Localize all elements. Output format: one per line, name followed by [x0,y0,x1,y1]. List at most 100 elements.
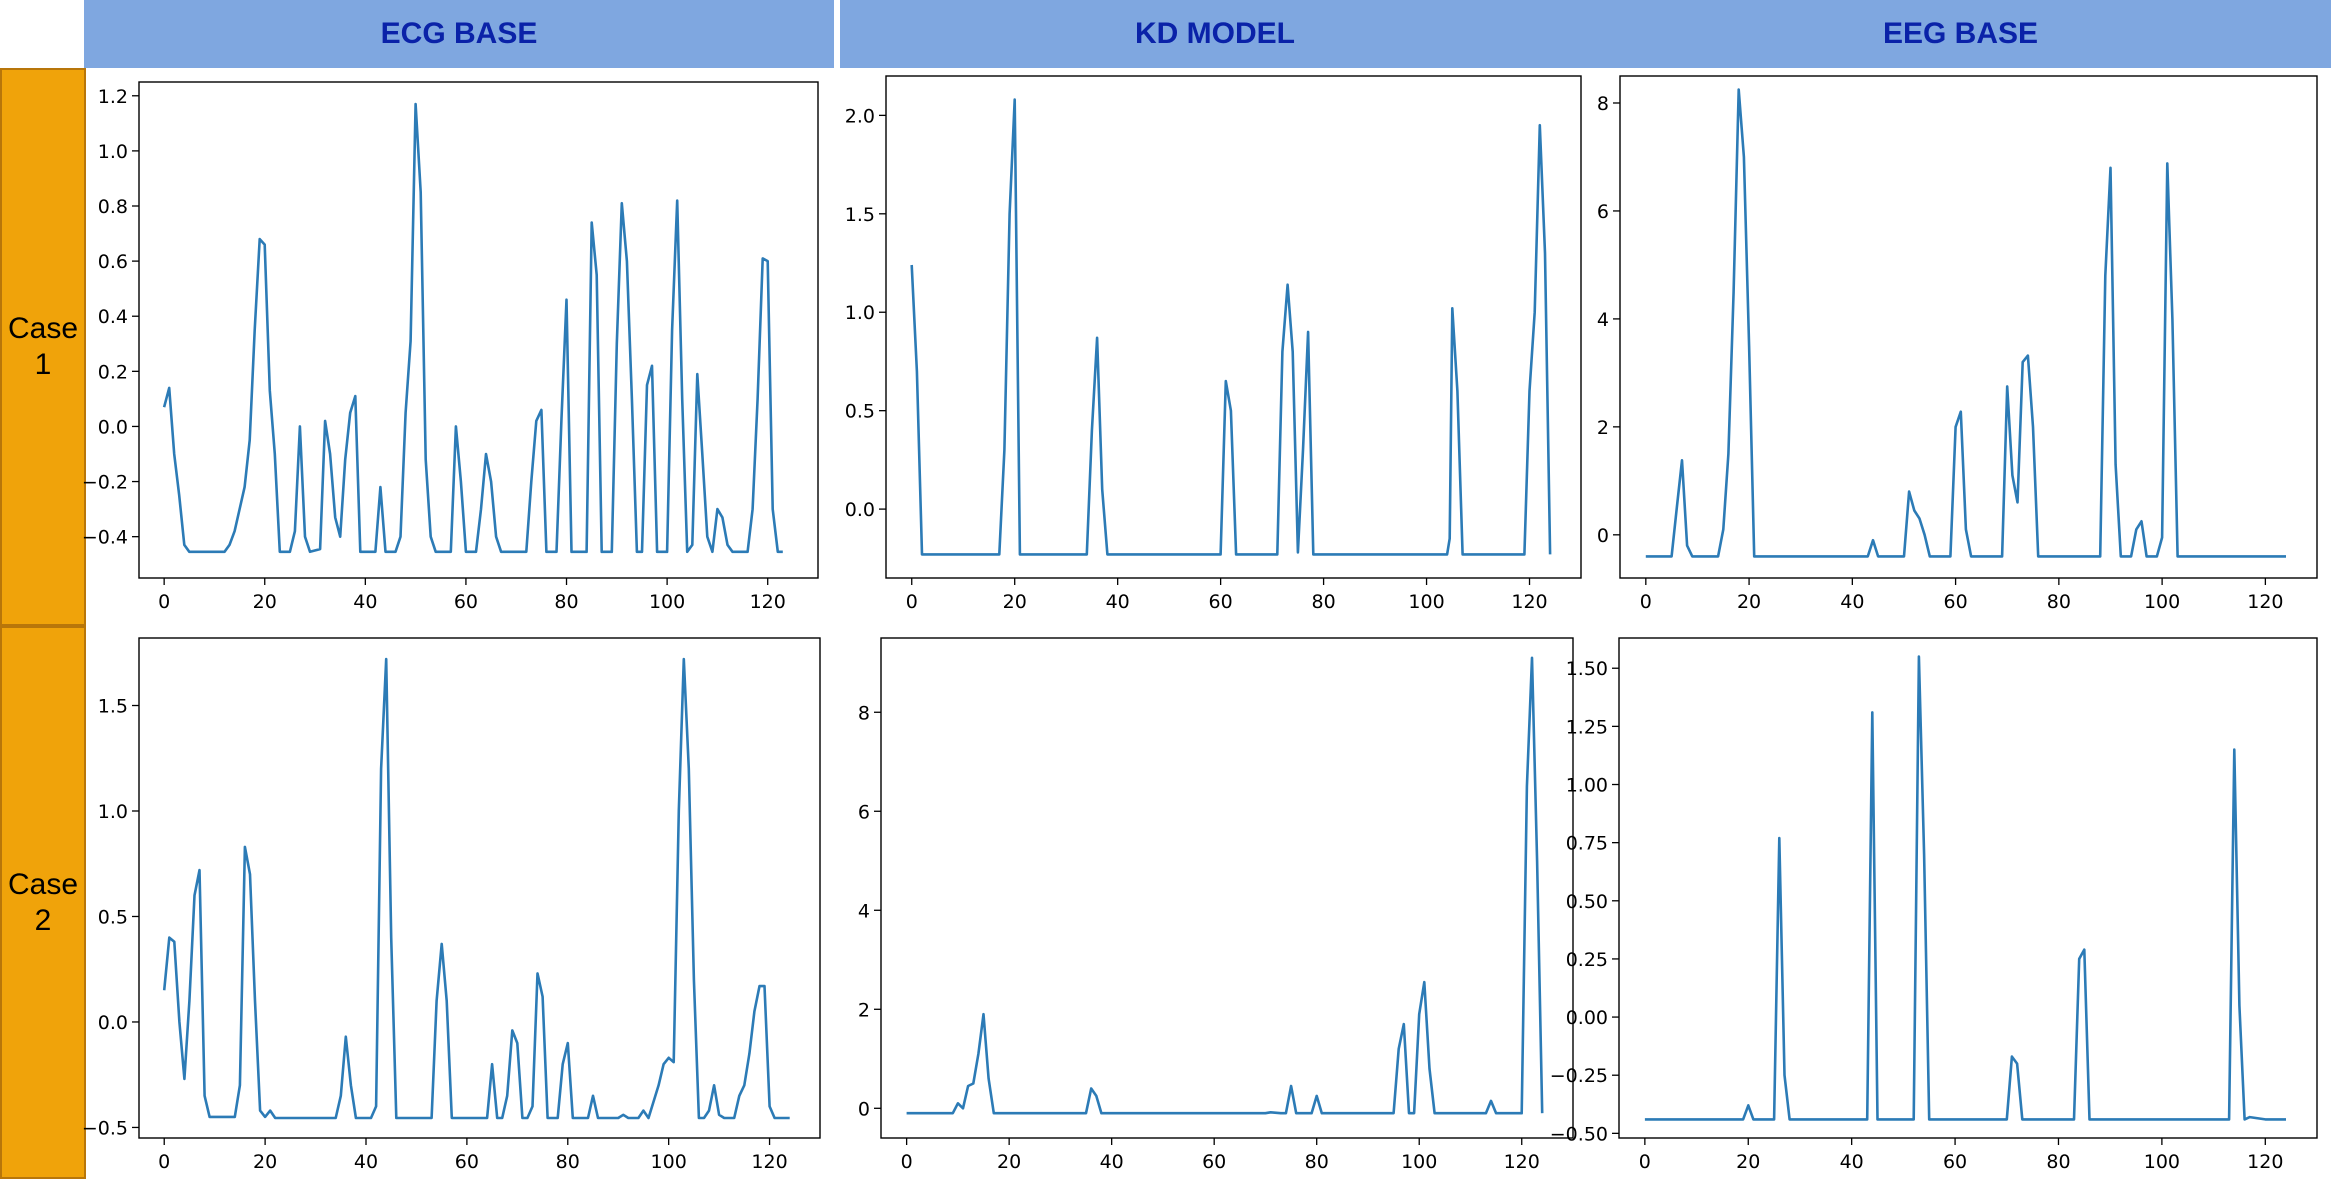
x-tick-label: 20 [253,1151,277,1173]
x-tick-label: 120 [751,1151,787,1173]
y-tick-label: 1.25 [1566,716,1608,738]
x-tick-label: 80 [1311,591,1335,613]
row-header-case-2-label: Case 2 [7,867,79,937]
chart-case1-eeg-base: 0 20 40 60 80 100 120 0 2 4 6 8 [1597,75,2318,613]
x-tick-label: 60 [1209,591,1233,613]
y-tick-label: 4 [1597,309,1609,331]
x-tick-label: 60 [1943,1151,1967,1173]
chart-case2-eeg-base: 0 20 40 60 80 100 120 −0.50 −0.25 0.00 0.25 0.50 0.7… [1550,637,2318,1173]
y-tick-label: 1.2 [98,86,128,108]
x-tick-label: 100 [2144,591,2180,613]
plot-frame [1619,75,2318,579]
y-tick-label: 2 [858,999,870,1021]
series-line-0 [1645,88,2286,558]
y-tick-label: 1.5 [98,696,128,718]
x-tick-label: 20 [997,1151,1021,1173]
x-tick-label: 80 [1305,1151,1329,1173]
x-tick-label: 40 [354,1151,378,1173]
plot-svg: 0 20 40 60 80 100 120 0 2 4 6 8 [858,637,1574,1173]
y-tick-label: 4 [858,900,870,922]
y-tick-label: 2.0 [845,105,875,127]
x-tick-label: 120 [750,591,786,613]
chart-case1-ecg-base: 0 20 40 60 80 100 120 −0.4 −0.2 0.0 0.2 0.4 0.6 0.8 1.… [82,81,819,613]
y-tick-label: 1.0 [98,141,128,163]
series-line-0 [910,98,1552,556]
column-header-kd-model: KD MODEL [840,0,1590,68]
x-tick-label: 100 [649,591,685,613]
x-tick-label: 0 [1640,591,1652,613]
x-tick-label: 120 [2247,591,2283,613]
y-tick-label: 6 [858,801,870,823]
y-tick-label: 1.00 [1566,775,1608,797]
y-tick-label: 0.75 [1566,833,1608,855]
y-tick-label: −0.25 [1550,1065,1608,1087]
x-tick-label: 80 [556,1151,580,1173]
x-tick-label: 40 [353,591,377,613]
x-tick-label: 80 [2047,591,2071,613]
row-header-case-1: Case 1 [0,68,86,626]
y-tick-label: 1.0 [845,302,875,324]
series-line-0 [162,102,783,554]
x-tick-label: 0 [906,591,918,613]
x-tick-label: 80 [554,591,578,613]
plot-svg: 0 20 40 60 80 100 120 −0.4 −0.2 0.0 0.2 0.4 0.6 0.8 1.… [82,81,819,613]
x-tick-label: 100 [1408,591,1444,613]
column-header-ecg-base: ECG BASE [84,0,834,68]
x-tick-label: 20 [1736,1151,1760,1173]
x-tick-label: 0 [158,591,170,613]
plot-frame [880,637,1574,1139]
y-tick-label: 0 [858,1098,870,1120]
x-tick-label: 60 [1202,1151,1226,1173]
y-tick-label: 0.8 [98,196,128,218]
y-tick-label: −0.5 [82,1117,128,1139]
y-tick-label: 1.0 [98,801,128,823]
series-line-0 [1644,655,2286,1121]
x-tick-label: 100 [1401,1151,1437,1173]
y-tick-label: 0.5 [98,906,128,928]
y-tick-label: 1.50 [1566,658,1608,680]
x-tick-label: 40 [1106,591,1130,613]
y-tick-label: 0.0 [98,416,128,438]
x-tick-label: 0 [901,1151,913,1173]
x-tick-label: 80 [2046,1151,2070,1173]
x-tick-label: 40 [1840,591,1864,613]
y-tick-label: 0.00 [1566,1007,1608,1029]
x-tick-label: 120 [1511,591,1547,613]
x-tick-label: 20 [253,591,277,613]
y-tick-label: −0.2 [82,472,128,494]
y-tick-label: 0.0 [845,499,875,521]
y-tick-label: 0.2 [98,361,128,383]
series-line-0 [162,657,790,1120]
x-tick-label: 60 [1943,591,1967,613]
plot-frame [138,637,821,1139]
x-tick-label: 120 [2247,1151,2283,1173]
plot-svg: 0 20 40 60 80 100 120 0 2 4 6 8 [1597,75,2318,613]
y-tick-label: 1.5 [845,204,875,226]
y-tick-label: 0.5 [845,401,875,423]
x-tick-label: 20 [1003,591,1027,613]
plot-svg: 0 20 40 60 80 100 120 −0.5 0.0 0.5 1.0 1.5 [82,637,821,1173]
y-tick-label: 2 [1597,417,1609,439]
y-tick-label: 0.0 [98,1012,128,1034]
y-tick-label: −0.50 [1550,1123,1608,1145]
y-tick-label: 0 [1597,525,1609,547]
y-tick-label: 8 [858,702,870,724]
plot-svg: 0 20 40 60 80 100 120 −0.50 −0.25 0.00 0.25 0.50 0.7… [1550,637,2318,1173]
plot-frame [138,81,819,579]
row-header-case-1-label: Case 1 [7,312,79,381]
chart-case2-kd-model: 0 20 40 60 80 100 120 0 2 4 6 8 [858,637,1574,1173]
chart-case1-kd-model: 0 20 40 60 80 100 120 0.0 0.5 1.0 1.5 2.0 [845,75,1582,613]
y-tick-label: 0.6 [98,251,128,273]
y-tick-label: −0.4 [82,527,128,549]
x-tick-label: 40 [1840,1151,1864,1173]
series-line-0 [906,656,1544,1115]
chart-case2-ecg-base: 0 20 40 60 80 100 120 −0.5 0.0 0.5 1.0 1.5 [82,637,821,1173]
x-tick-label: 100 [651,1151,687,1173]
x-tick-label: 0 [158,1151,170,1173]
plot-frame [885,75,1582,579]
column-header-eeg-base: EEG BASE [1590,0,2331,68]
x-tick-label: 40 [1100,1151,1124,1173]
plot-svg: 0 20 40 60 80 100 120 0.0 0.5 1.0 1.5 2.0 [845,75,1582,613]
x-tick-label: 0 [1639,1151,1651,1173]
y-tick-label: 0.4 [98,306,128,328]
